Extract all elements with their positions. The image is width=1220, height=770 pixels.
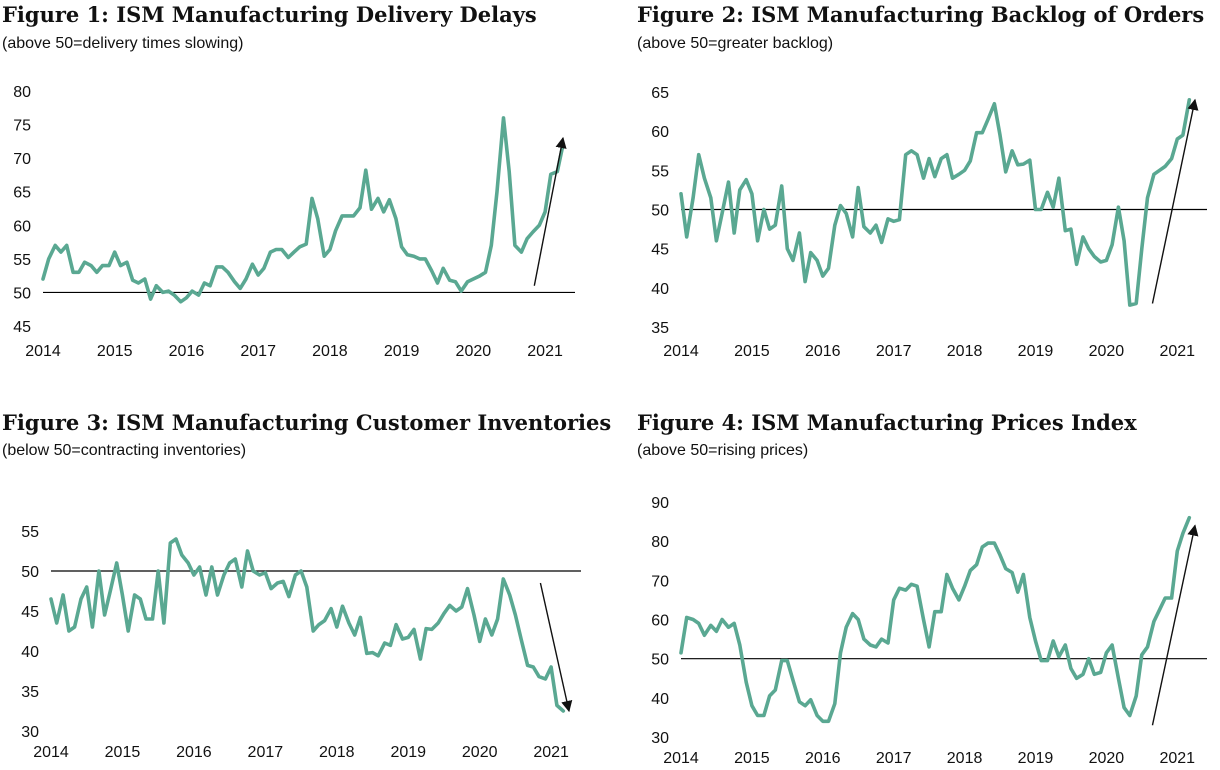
x-tick-label: 2021 bbox=[533, 744, 569, 761]
x-tick-label: 2016 bbox=[176, 744, 212, 761]
x-tick-label: 2020 bbox=[456, 343, 492, 360]
trend-arrow bbox=[1152, 100, 1195, 304]
y-tick-label: 35 bbox=[21, 684, 39, 701]
x-tick-label: 2017 bbox=[248, 744, 284, 761]
chart-subtitle: (above 50=rising prices) bbox=[637, 442, 808, 459]
chart-panel-2: Figure 2: ISM Manufacturing Backlog of O… bbox=[635, 0, 1220, 385]
y-tick-label: 50 bbox=[21, 564, 39, 581]
chart-title: Figure 2: ISM Manufacturing Backlog of O… bbox=[637, 2, 1204, 27]
y-tick-label: 70 bbox=[651, 573, 669, 590]
chart-title: Figure 4: ISM Manufacturing Prices Index bbox=[637, 410, 1137, 435]
x-tick-label: 2019 bbox=[1018, 750, 1054, 767]
x-tick-label: 2015 bbox=[97, 343, 133, 360]
x-tick-label: 2018 bbox=[947, 750, 983, 767]
y-tick-label: 40 bbox=[651, 691, 669, 708]
x-tick-label: 2014 bbox=[33, 744, 69, 761]
x-tick-label: 2014 bbox=[25, 343, 61, 360]
y-tick-label: 60 bbox=[651, 613, 669, 630]
x-tick-label: 2021 bbox=[1159, 343, 1195, 360]
x-tick-label: 2021 bbox=[1159, 750, 1195, 767]
chart-subtitle: (above 50=delivery times slowing) bbox=[2, 35, 243, 52]
x-tick-label: 2014 bbox=[663, 750, 699, 767]
chart-svg-3: Figure 3: ISM Manufacturing Customer Inv… bbox=[0, 385, 615, 769]
y-tick-label: 80 bbox=[13, 84, 31, 101]
chart-svg-2: Figure 2: ISM Manufacturing Backlog of O… bbox=[635, 0, 1220, 385]
y-tick-label: 50 bbox=[651, 203, 669, 220]
y-tick-label: 75 bbox=[13, 118, 31, 135]
chart-title: Figure 3: ISM Manufacturing Customer Inv… bbox=[2, 410, 611, 435]
y-tick-label: 35 bbox=[651, 320, 669, 337]
x-tick-label: 2016 bbox=[169, 343, 205, 360]
series-line bbox=[51, 539, 563, 711]
chart-svg-4: Figure 4: ISM Manufacturing Prices Index… bbox=[635, 385, 1220, 769]
series-line bbox=[681, 100, 1189, 305]
series-line bbox=[43, 118, 563, 302]
y-tick-label: 50 bbox=[651, 652, 669, 669]
x-tick-label: 2017 bbox=[876, 343, 912, 360]
y-tick-label: 45 bbox=[21, 604, 39, 621]
chart-subtitle: (below 50=contracting inventories) bbox=[2, 442, 246, 459]
y-tick-label: 60 bbox=[651, 124, 669, 141]
x-tick-label: 2019 bbox=[390, 744, 426, 761]
x-tick-label: 2021 bbox=[527, 343, 563, 360]
chart-panel-4: Figure 4: ISM Manufacturing Prices Index… bbox=[635, 385, 1220, 770]
y-tick-label: 55 bbox=[13, 252, 31, 269]
y-tick-label: 30 bbox=[651, 730, 669, 747]
y-tick-label: 90 bbox=[651, 495, 669, 512]
series-line bbox=[681, 518, 1189, 722]
y-tick-label: 45 bbox=[13, 319, 31, 336]
x-tick-label: 2020 bbox=[462, 744, 498, 761]
y-tick-label: 50 bbox=[13, 285, 31, 302]
y-tick-label: 55 bbox=[21, 524, 39, 541]
chart-panel-3: Figure 3: ISM Manufacturing Customer Inv… bbox=[0, 385, 600, 770]
x-tick-label: 2015 bbox=[734, 750, 770, 767]
x-tick-label: 2017 bbox=[240, 343, 276, 360]
chart-title: Figure 1: ISM Manufacturing Delivery Del… bbox=[2, 2, 537, 27]
x-tick-label: 2019 bbox=[1018, 343, 1054, 360]
x-tick-label: 2019 bbox=[384, 343, 420, 360]
x-tick-label: 2016 bbox=[805, 750, 841, 767]
trend-arrow bbox=[1152, 526, 1195, 726]
y-tick-label: 40 bbox=[21, 644, 39, 661]
y-tick-label: 65 bbox=[651, 85, 669, 102]
y-tick-label: 80 bbox=[651, 534, 669, 551]
x-tick-label: 2020 bbox=[1089, 343, 1125, 360]
x-tick-label: 2018 bbox=[947, 343, 983, 360]
y-tick-label: 60 bbox=[13, 218, 31, 235]
chart-svg-1: Figure 1: ISM Manufacturing Delivery Del… bbox=[0, 0, 600, 385]
x-tick-label: 2017 bbox=[876, 750, 912, 767]
x-tick-label: 2018 bbox=[312, 343, 348, 360]
y-tick-label: 55 bbox=[651, 163, 669, 180]
chart-panel-1: Figure 1: ISM Manufacturing Delivery Del… bbox=[0, 0, 600, 385]
x-tick-label: 2016 bbox=[805, 343, 841, 360]
y-tick-label: 30 bbox=[21, 724, 39, 741]
trend-arrow bbox=[534, 138, 563, 286]
y-tick-label: 40 bbox=[651, 281, 669, 298]
x-tick-label: 2020 bbox=[1089, 750, 1125, 767]
x-tick-label: 2015 bbox=[734, 343, 770, 360]
chart-subtitle: (above 50=greater backlog) bbox=[637, 35, 833, 52]
x-tick-label: 2014 bbox=[663, 343, 699, 360]
x-tick-label: 2018 bbox=[319, 744, 355, 761]
y-tick-label: 70 bbox=[13, 151, 31, 168]
y-tick-label: 45 bbox=[651, 242, 669, 259]
x-tick-label: 2015 bbox=[105, 744, 141, 761]
y-tick-label: 65 bbox=[13, 185, 31, 202]
